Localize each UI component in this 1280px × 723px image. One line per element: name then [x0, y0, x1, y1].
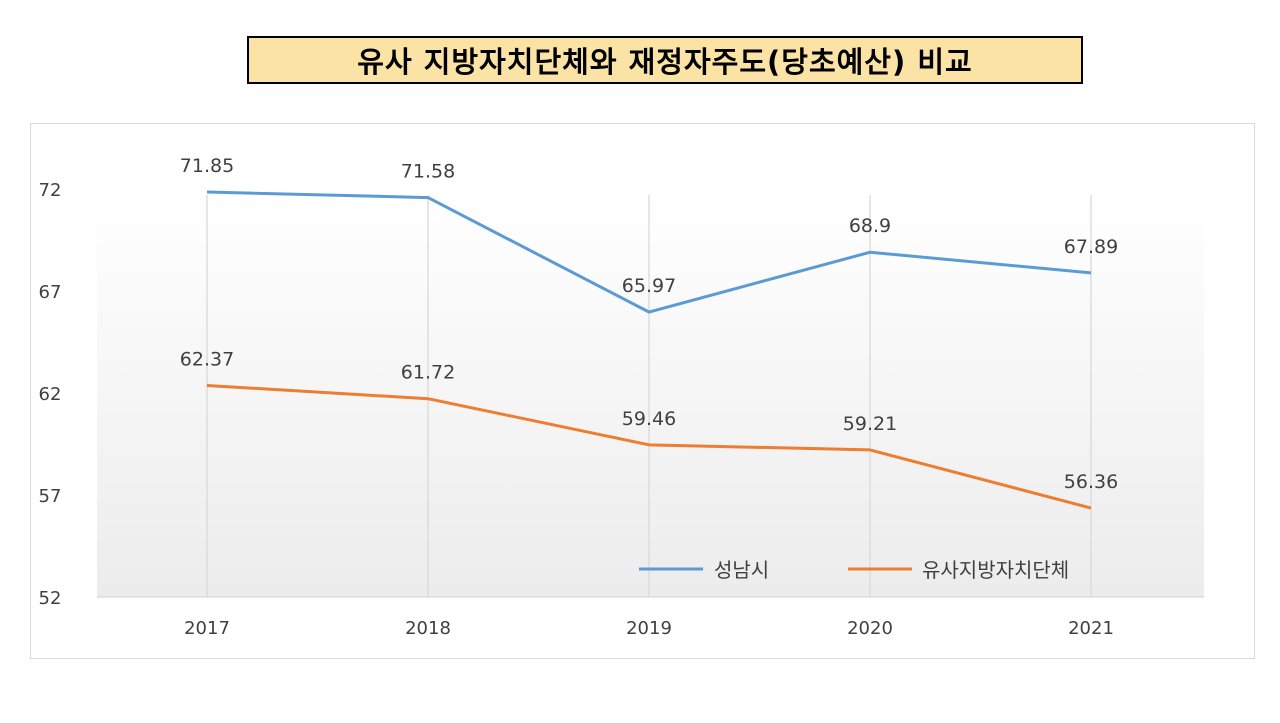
series-line-1 — [206, 190, 1092, 314]
data-label: 59.21 — [843, 413, 897, 435]
data-label: 62.37 — [180, 348, 234, 370]
x-tick-label: 2017 — [184, 618, 230, 639]
legend-item-1: 성남시 — [639, 558, 769, 582]
data-label: 71.58 — [401, 161, 455, 183]
legend-label: 유사지방자치단체 — [922, 558, 1069, 582]
data-label: 71.85 — [180, 155, 234, 177]
chart-title: 유사 지방자치단체와 재정자주도(당초예산) 비교 — [247, 36, 1083, 84]
data-label: 59.46 — [622, 408, 676, 430]
x-tick-label: 2020 — [847, 618, 893, 639]
data-label: 65.97 — [622, 275, 676, 297]
plot-area — [97, 195, 1204, 597]
series-line-2 — [206, 383, 1092, 510]
legend-item-2: 유사지방자치단체 — [848, 558, 1069, 582]
y-tick-label: 52 — [39, 588, 62, 609]
data-label: 67.89 — [1064, 236, 1118, 258]
data-label: 56.36 — [1064, 471, 1118, 493]
y-tick-label: 72 — [39, 180, 62, 201]
x-tick-label: 2021 — [1068, 618, 1114, 639]
x-tick-label: 2018 — [405, 618, 451, 639]
data-label: 68.9 — [849, 215, 891, 237]
legend-label: 성남시 — [714, 558, 769, 582]
y-tick-label: 67 — [39, 282, 62, 303]
y-tick-label: 62 — [39, 384, 62, 405]
data-label: 61.72 — [401, 362, 455, 384]
y-tick-label: 57 — [39, 486, 62, 507]
x-tick-label: 2019 — [626, 618, 672, 639]
